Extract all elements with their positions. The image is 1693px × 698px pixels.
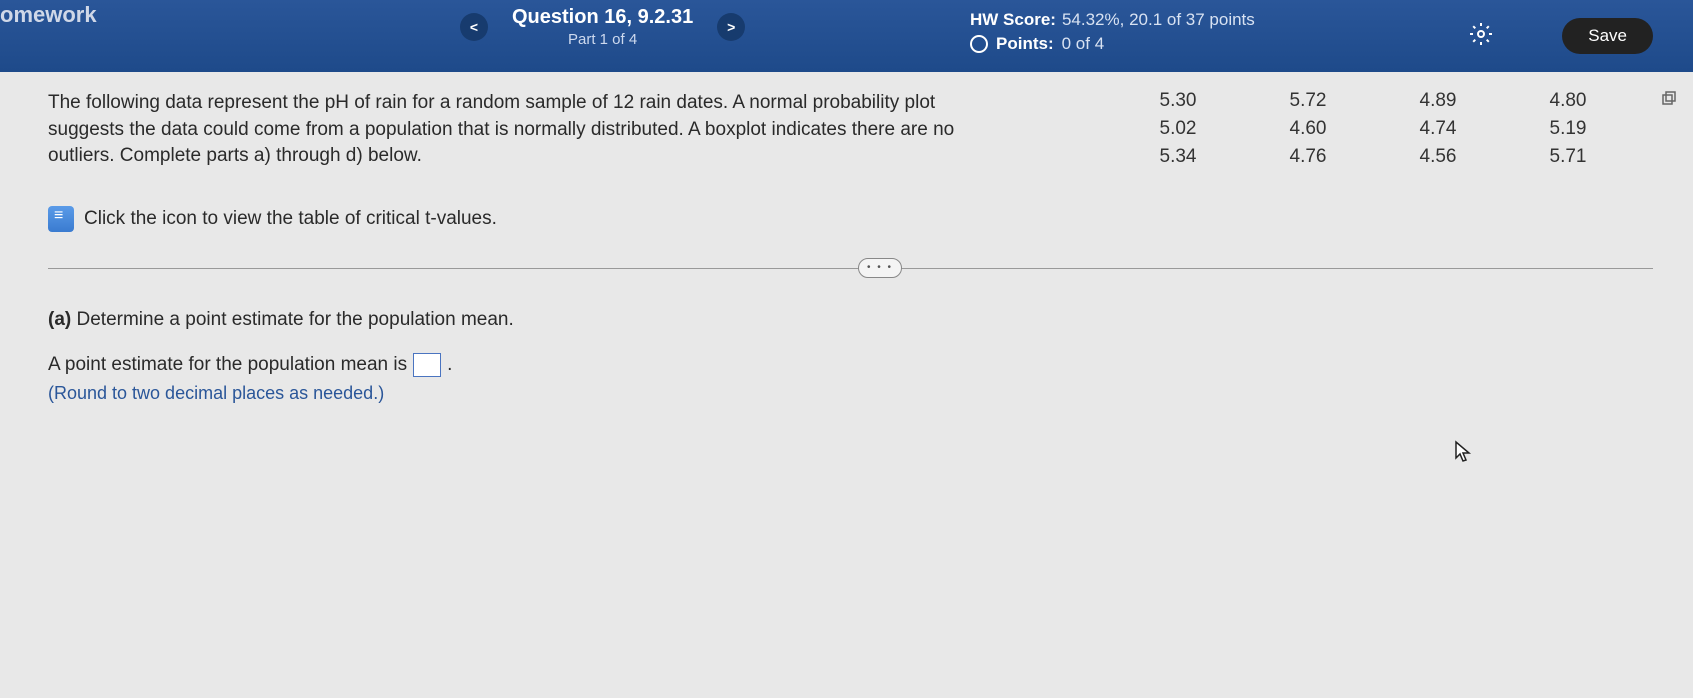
data-cell: 5.30 [1113, 90, 1243, 112]
settings-button[interactable] [1469, 22, 1493, 51]
points-label: Points: [996, 34, 1054, 54]
points-value: 0 of 4 [1062, 34, 1105, 54]
hw-score-label: HW Score: [970, 10, 1056, 30]
data-cell: 5.71 [1503, 146, 1633, 168]
question-prompt: The following data represent the pH of r… [48, 90, 1008, 170]
document-icon [48, 206, 74, 232]
data-cell: 5.02 [1113, 118, 1243, 140]
next-question-button[interactable]: > [717, 13, 745, 41]
question-title: Question 16, 9.2.31 Part 1 of 4 [512, 6, 693, 48]
prev-question-button[interactable]: < [460, 13, 488, 41]
hw-score-value: 54.32%, 20.1 of 37 points [1062, 10, 1255, 30]
part-a-label: (a) [48, 309, 71, 330]
homework-label: omework [0, 2, 97, 28]
t-table-link[interactable]: Click the icon to view the table of crit… [48, 206, 1653, 232]
answer-suffix: . [447, 354, 452, 376]
data-cell: 4.74 [1373, 118, 1503, 140]
answer-prefix: A point estimate for the population mean… [48, 354, 407, 376]
expand-button[interactable]: • • • [858, 258, 902, 278]
save-button[interactable]: Save [1562, 18, 1653, 54]
answer-input[interactable] [413, 353, 441, 377]
question-nav: < Question 16, 9.2.31 Part 1 of 4 > [460, 6, 745, 48]
section-divider [48, 268, 1653, 269]
rounding-hint: (Round to two decimal places as needed.) [48, 383, 1653, 404]
score-block: HW Score: 54.32%, 20.1 of 37 points Poin… [970, 10, 1255, 54]
part-a-text: Determine a point estimate for the popul… [71, 309, 514, 330]
data-cell: 5.19 [1503, 118, 1633, 140]
gear-icon [1469, 22, 1493, 46]
question-part: Part 1 of 4 [512, 31, 693, 48]
data-cell: 5.72 [1243, 90, 1373, 112]
data-cell: 4.76 [1243, 146, 1373, 168]
popout-button[interactable] [1661, 90, 1677, 111]
cursor-icon [1453, 440, 1473, 470]
part-a: (a) Determine a point estimate for the p… [48, 309, 1653, 331]
data-cell: 5.34 [1113, 146, 1243, 168]
data-table: 5.30 5.72 4.89 4.80 5.02 4.60 4.74 5.19 … [1113, 90, 1633, 168]
question-number: Question 16, 9.2.31 [512, 6, 693, 29]
points-status-icon [970, 35, 988, 53]
data-cell: 4.80 [1503, 90, 1633, 112]
content-area: The following data represent the pH of r… [0, 72, 1693, 404]
header-bar: omework < Question 16, 9.2.31 Part 1 of … [0, 0, 1693, 72]
popout-icon [1661, 90, 1677, 106]
data-cell: 4.56 [1373, 146, 1503, 168]
data-cell: 4.89 [1373, 90, 1503, 112]
answer-line: A point estimate for the population mean… [48, 353, 1653, 377]
data-cell: 4.60 [1243, 118, 1373, 140]
t-table-link-text: Click the icon to view the table of crit… [84, 208, 497, 230]
